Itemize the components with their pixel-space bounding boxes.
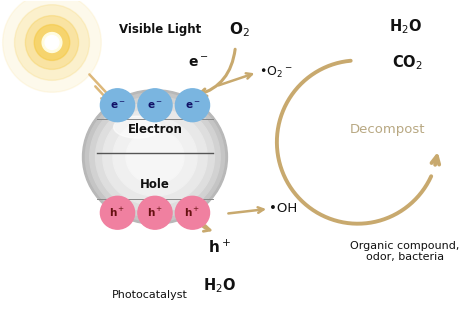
Ellipse shape (103, 109, 207, 205)
Ellipse shape (100, 196, 135, 229)
Text: h$^+$: h$^+$ (184, 206, 201, 219)
Text: e$^-$: e$^-$ (188, 55, 208, 69)
Ellipse shape (82, 90, 228, 224)
Ellipse shape (113, 118, 197, 196)
Ellipse shape (90, 96, 220, 218)
Text: O$_2$: O$_2$ (229, 20, 250, 39)
Ellipse shape (114, 116, 161, 138)
Ellipse shape (138, 89, 172, 122)
Text: CO$_2$: CO$_2$ (392, 53, 422, 72)
Ellipse shape (138, 196, 172, 229)
Circle shape (3, 0, 101, 92)
Ellipse shape (100, 89, 135, 122)
Circle shape (45, 35, 59, 50)
Text: •OH: •OH (269, 202, 297, 215)
Text: •O$_2$$^-$: •O$_2$$^-$ (259, 65, 292, 80)
Text: H$_2$O: H$_2$O (389, 17, 422, 36)
Ellipse shape (126, 130, 184, 184)
Ellipse shape (96, 102, 214, 212)
Circle shape (25, 16, 79, 69)
Ellipse shape (175, 89, 210, 122)
Text: Decompost: Decompost (350, 123, 425, 136)
Text: Organic compound,
odor, bacteria: Organic compound, odor, bacteria (350, 241, 460, 263)
Text: h$^+$: h$^+$ (109, 206, 126, 219)
Ellipse shape (85, 93, 225, 221)
Text: Visible Light: Visible Light (119, 23, 201, 36)
Text: e$^-$: e$^-$ (109, 100, 126, 111)
Text: hv: hv (94, 109, 114, 129)
Text: Electron: Electron (128, 123, 182, 136)
Text: e$^-$: e$^-$ (147, 100, 163, 111)
Text: h$^+$: h$^+$ (208, 239, 231, 256)
Ellipse shape (175, 196, 210, 229)
Text: H$_2$O: H$_2$O (203, 276, 236, 295)
Text: h$^+$: h$^+$ (147, 206, 163, 219)
Text: e$^-$: e$^-$ (184, 100, 201, 111)
Circle shape (42, 33, 62, 52)
Text: Hole: Hole (140, 178, 170, 191)
Text: Photocatalyst: Photocatalyst (112, 290, 188, 300)
Circle shape (15, 5, 90, 80)
Circle shape (34, 24, 70, 60)
